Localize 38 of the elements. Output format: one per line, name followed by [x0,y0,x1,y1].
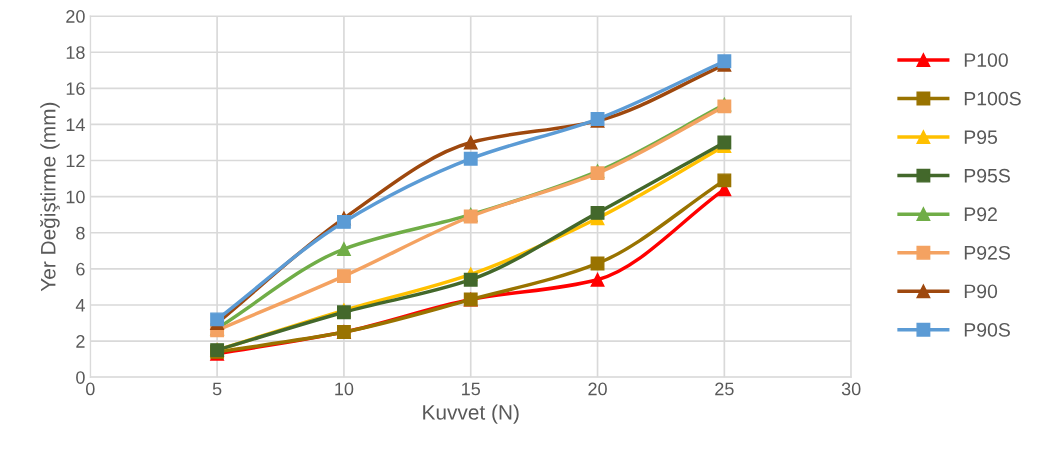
y-tick-label: 4 [75,299,85,312]
point [463,151,478,166]
y-tick-label: 2 [76,335,85,348]
y-tick-label: 6 [76,262,85,276]
x-tick-label: 25 [715,382,734,396]
x-tick-label: 15 [462,382,481,396]
point [336,242,351,256]
x-tick-label: 20 [588,382,607,396]
x-tick-label: 5 [212,382,222,396]
x-axis-title: Kuvvet (N) [423,404,519,424]
point [336,214,351,229]
x-tick-label: 10 [335,382,354,396]
legend-label: P95S [964,168,1010,183]
point [463,272,478,287]
point [717,173,732,188]
legend-label: P100S [964,91,1021,106]
point [590,272,605,287]
point [463,135,478,150]
x-tick-label: 0 [85,382,95,396]
y-tick-label: 20 [66,10,85,23]
legend-label: P90S [964,323,1010,337]
legend-label: P92 [964,207,997,222]
point [717,135,732,150]
legend-label: P95 [964,130,998,145]
y-tick-label: 12 [66,154,85,168]
y-axis-title: Yer Değiştirme (mm) [40,102,60,292]
legend-label: P92S [964,245,1010,260]
y-tick-label: 0 [76,371,85,384]
point [590,205,605,220]
y-tick-label: 16 [66,82,85,96]
point [336,269,351,284]
y-tick-label: 18 [66,46,85,59]
legend-label: P100 [964,53,1008,67]
legend-label: P90 [964,284,998,299]
x-tick-label: 30 [841,382,861,396]
y-tick-label: 8 [76,226,85,240]
y-tick-label: 14 [66,118,85,131]
y-tick-label: 10 [66,190,85,204]
